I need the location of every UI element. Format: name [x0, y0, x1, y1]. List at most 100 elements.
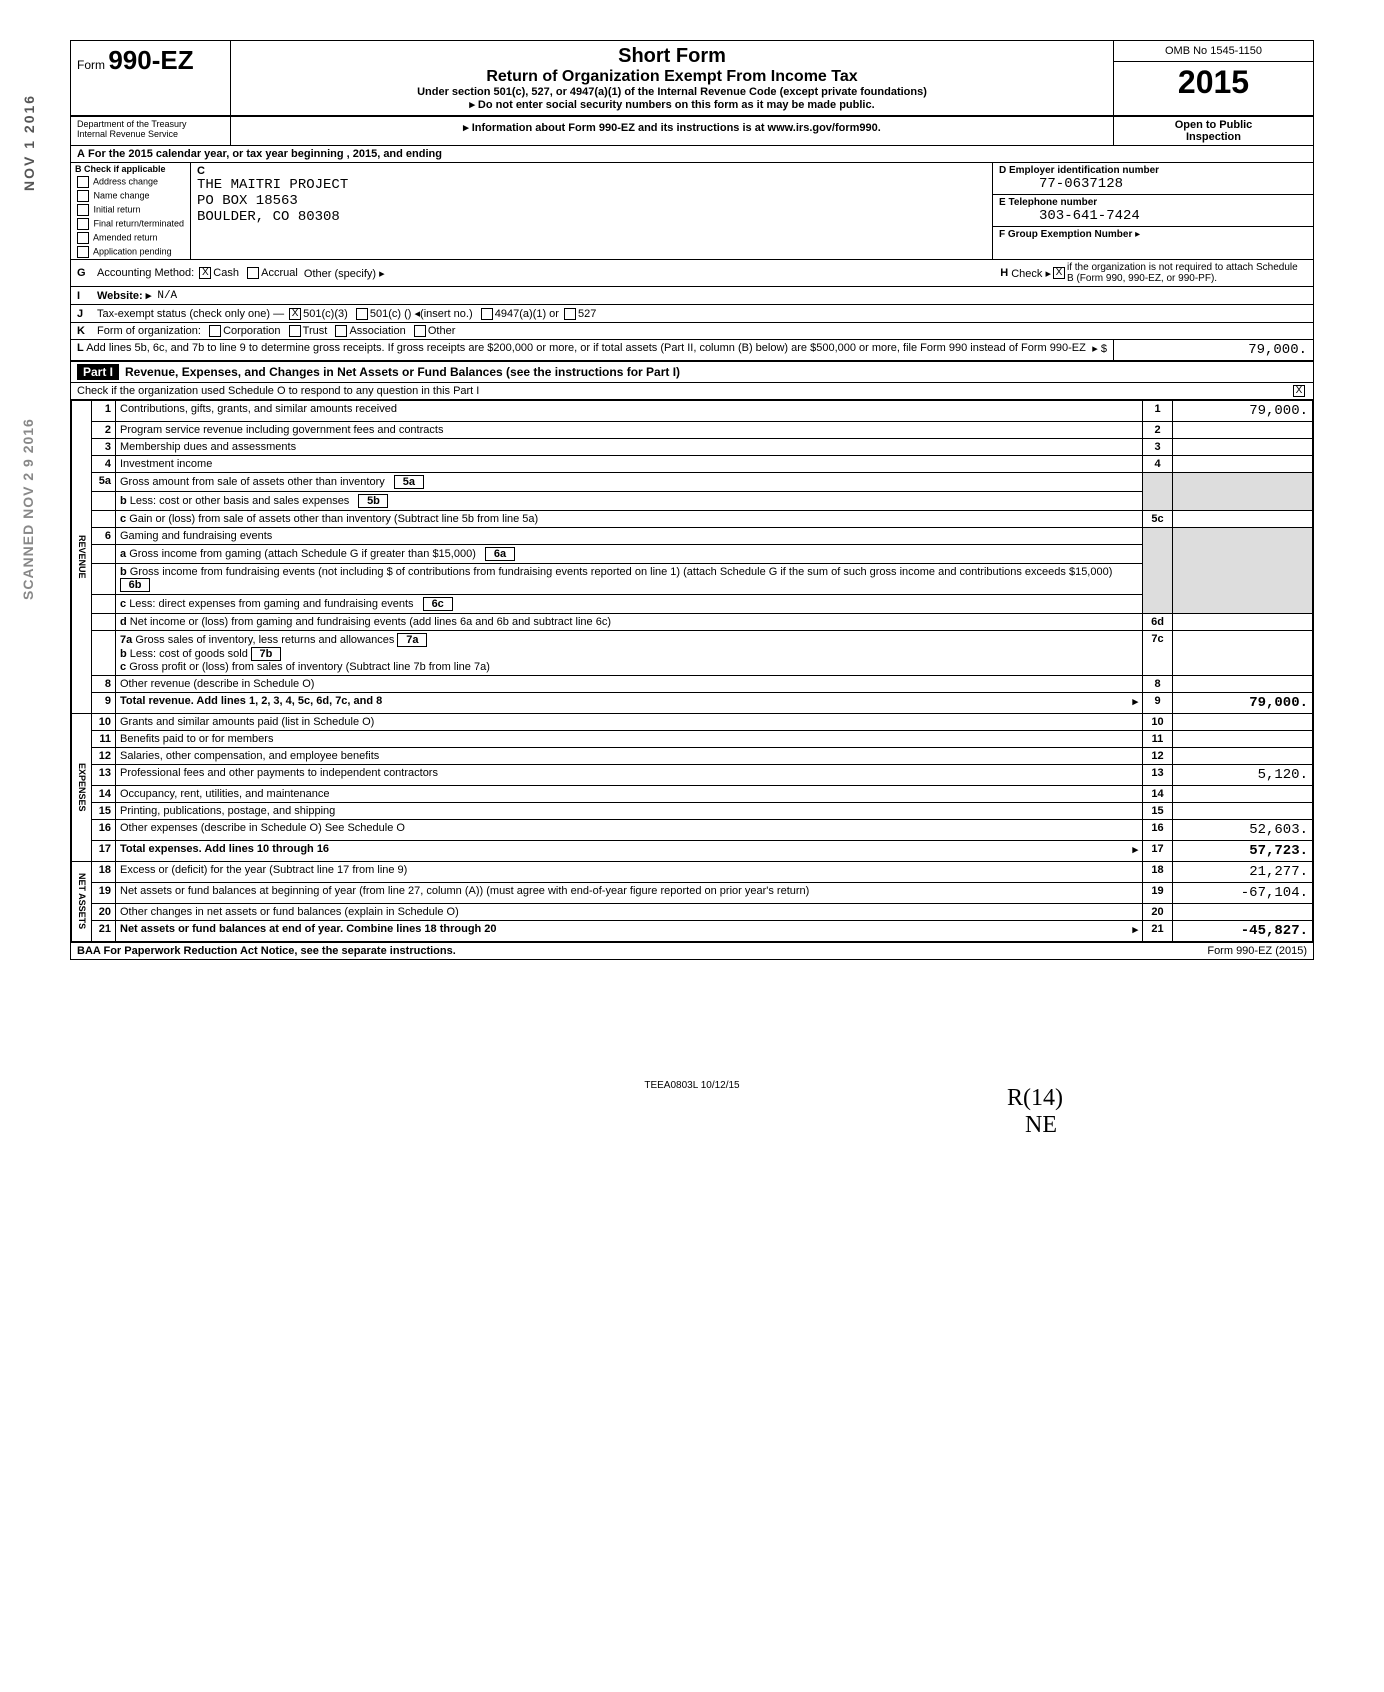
- chk-name-change[interactable]: [77, 190, 89, 202]
- l20-num: 20: [92, 904, 116, 921]
- line-20: 20Other changes in net assets or fund ba…: [72, 904, 1313, 921]
- line-7c: 7a Gross sales of inventory, less return…: [72, 631, 1313, 676]
- l19-desc: Net assets or fund balances at beginning…: [116, 883, 1143, 904]
- side-revenue: REVENUE: [72, 401, 92, 714]
- chk-schedule-b[interactable]: X: [1053, 267, 1065, 279]
- part1-sched-o-text: Check if the organization used Schedule …: [77, 385, 479, 397]
- footer-form: Form 990-EZ (2015): [1207, 945, 1307, 957]
- line-18: NET ASSETS 18Excess or (deficit) for the…: [72, 862, 1313, 883]
- l13-box: 13: [1143, 765, 1173, 786]
- l6d-num: [92, 614, 116, 631]
- line-21: 21 Net assets or fund balances at end of …: [72, 921, 1313, 942]
- l5c-letter: c: [120, 513, 126, 525]
- chk-501c3[interactable]: X: [289, 308, 301, 320]
- row-i-label: Website: ▸: [97, 289, 151, 302]
- l1-desc: Contributions, gifts, grants, and simila…: [116, 401, 1143, 422]
- l19-amt: -67,104.: [1173, 883, 1313, 904]
- line-4: 4 Investment income 4: [72, 456, 1313, 473]
- line-1: REVENUE 1 Contributions, gifts, grants, …: [72, 401, 1313, 422]
- chk-cash[interactable]: X: [199, 267, 211, 279]
- part1-title: Revenue, Expenses, and Changes in Net As…: [125, 365, 680, 379]
- lbl-cash: Cash: [213, 267, 239, 279]
- l5c-box: 5c: [1143, 511, 1173, 528]
- part1-header: Part I Revenue, Expenses, and Changes in…: [71, 362, 1313, 383]
- l21-amt: -45,827.: [1173, 921, 1313, 942]
- l11-amt: [1173, 731, 1313, 748]
- l7b-letter: b: [120, 648, 127, 660]
- l10-amt: [1173, 714, 1313, 731]
- chk-accrual[interactable]: [247, 267, 259, 279]
- col-c-label: C: [197, 165, 986, 177]
- l5c-desc: c Gain or (loss) from sale of assets oth…: [116, 511, 1143, 528]
- line-8: 8 Other revenue (describe in Schedule O)…: [72, 676, 1313, 693]
- chk-501c[interactable]: [356, 308, 368, 320]
- l21-desc: Net assets or fund balances at end of ye…: [116, 921, 1143, 942]
- l21-desc-text: Net assets or fund balances at end of ye…: [120, 923, 497, 935]
- line-12: 12Salaries, other compensation, and empl…: [72, 748, 1313, 765]
- lbl-initial-return: Initial return: [94, 204, 141, 214]
- row-a-text: For the 2015 calendar year, or tax year …: [88, 148, 442, 160]
- l6b-num: [92, 564, 116, 595]
- chk-other-org[interactable]: [414, 325, 426, 337]
- handwritten-notes: R(14) NE: [1007, 1085, 1063, 1139]
- lbl-amended-return: Amended return: [93, 232, 158, 242]
- l2-amt: [1173, 422, 1313, 439]
- l6-desc: Gaming and fundraising events: [116, 528, 1143, 545]
- line-5b: b Less: cost or other basis and sales ex…: [72, 492, 1313, 511]
- form-header: Form 990-EZ Short Form Return of Organiz…: [71, 41, 1313, 117]
- l6a-innerbox: 6a: [485, 547, 515, 561]
- l5c-amt: [1173, 511, 1313, 528]
- l3-box: 3: [1143, 439, 1173, 456]
- l16-num: 16: [92, 820, 116, 841]
- l7-desc: 7a Gross sales of inventory, less return…: [116, 631, 1143, 676]
- l10-box: 10: [1143, 714, 1173, 731]
- row-k: K Form of organization: Corporation Trus…: [71, 323, 1313, 340]
- line-6c: c Less: direct expenses from gaming and …: [72, 595, 1313, 614]
- chk-initial-return[interactable]: [77, 204, 89, 216]
- chk-final-return[interactable]: [77, 218, 89, 230]
- l6d-letter: d: [120, 616, 127, 628]
- l5b-desc: b Less: cost or other basis and sales ex…: [116, 492, 1143, 511]
- line-15: 15Printing, publications, postage, and s…: [72, 803, 1313, 820]
- chk-application-pending[interactable]: [77, 246, 89, 258]
- line-16: 16Other expenses (describe in Schedule O…: [72, 820, 1313, 841]
- l15-amt: [1173, 803, 1313, 820]
- form-990ez: NOV 1 2016 Form 990-EZ Short Form Return…: [70, 40, 1314, 960]
- l6b-desc-text: Gross income from fundraising events (no…: [130, 566, 1113, 578]
- dept-row: Department of the Treasury Internal Reve…: [71, 117, 1313, 146]
- letter-j: J: [77, 308, 97, 320]
- l5c-desc-text: Gain or (loss) from sale of assets other…: [129, 513, 538, 525]
- chk-amended-return[interactable]: [77, 232, 89, 244]
- l7c-letter: c: [120, 661, 126, 673]
- chk-527[interactable]: [564, 308, 576, 320]
- row-h-text: Check ▸: [1011, 267, 1051, 280]
- chk-address-change[interactable]: [77, 176, 89, 188]
- line-5a: 5a Gross amount from sale of assets othe…: [72, 473, 1313, 492]
- l13-desc: Professional fees and other payments to …: [116, 765, 1143, 786]
- line-2: 2 Program service revenue including gove…: [72, 422, 1313, 439]
- chk-4947[interactable]: [481, 308, 493, 320]
- l14-desc: Occupancy, rent, utilities, and maintena…: [116, 786, 1143, 803]
- l15-box: 15: [1143, 803, 1173, 820]
- l21-box: 21: [1143, 921, 1173, 942]
- footer-baa: BAA For Paperwork Reduction Act Notice, …: [77, 945, 456, 957]
- l4-num: 4: [92, 456, 116, 473]
- chk-sched-o[interactable]: X: [1293, 385, 1305, 397]
- chk-corporation[interactable]: [209, 325, 221, 337]
- l2-desc: Program service revenue including govern…: [116, 422, 1143, 439]
- l14-num: 14: [92, 786, 116, 803]
- l5b-letter: b: [120, 495, 127, 507]
- line-6a: a Gross income from gaming (attach Sched…: [72, 545, 1313, 564]
- line-3: 3 Membership dues and assessments 3: [72, 439, 1313, 456]
- l5c-num: [92, 511, 116, 528]
- line-10: EXPENSES 10 Grants and similar amounts p…: [72, 714, 1313, 731]
- open-public: Open to Public Inspection: [1113, 117, 1313, 145]
- row-l: L Add lines 5b, 6c, and 7b to line 9 to …: [71, 340, 1313, 362]
- l7b-desc-text: Less: cost of goods sold: [130, 648, 248, 660]
- l20-amt: [1173, 904, 1313, 921]
- chk-trust[interactable]: [289, 325, 301, 337]
- chk-association[interactable]: [335, 325, 347, 337]
- lbl-501c3: 501(c)(3): [303, 308, 348, 320]
- gross-receipts-value: 79,000.: [1113, 340, 1313, 360]
- l10-num: 10: [92, 714, 116, 731]
